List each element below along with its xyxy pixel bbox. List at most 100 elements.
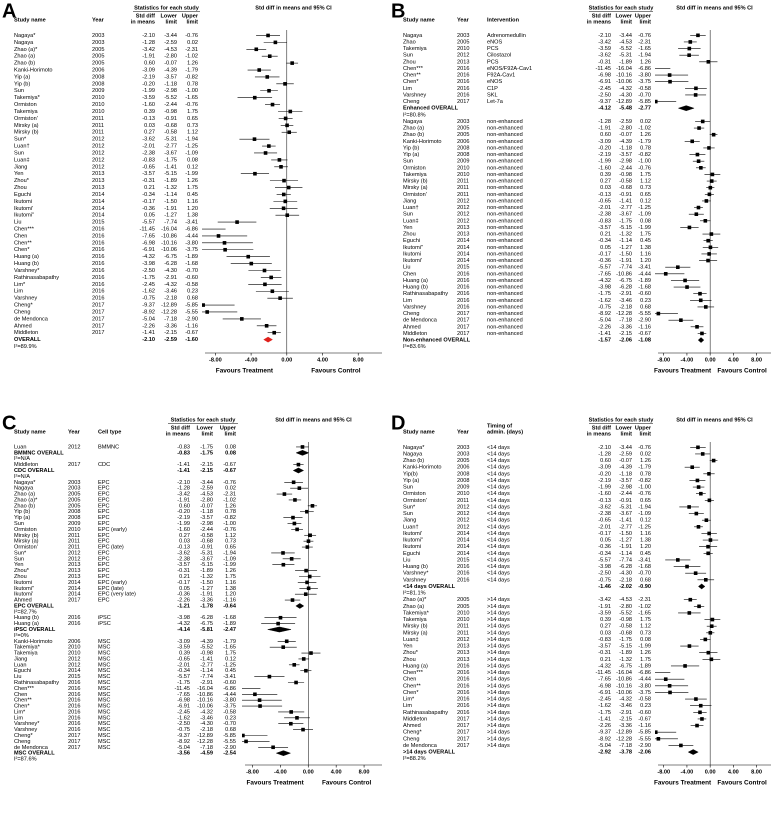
effect-square (281, 192, 286, 197)
moderator: non-enhanced (487, 238, 523, 244)
stat: 1.38 (187, 213, 198, 219)
study-name: Luan‡ (14, 157, 30, 163)
year: 2016 (457, 564, 469, 570)
stat: -3.41 (185, 220, 198, 226)
summary-diamond (267, 626, 292, 633)
stat: -5.55 (185, 309, 198, 315)
effect-square (694, 511, 699, 516)
stat: 1.16 (225, 580, 236, 586)
moderator: MSC (98, 686, 110, 692)
stat: -2.44 (164, 102, 177, 108)
year: 2017 (92, 316, 104, 322)
stat: -0.76 (223, 527, 236, 533)
effect-square (711, 458, 716, 463)
stat: -10.86 (197, 692, 213, 698)
summary-diamond (698, 583, 706, 590)
moderator: MSC (98, 715, 110, 721)
stat: -0.91 (200, 545, 213, 551)
effect-square (240, 317, 244, 321)
year: 2014 (457, 245, 469, 251)
stat: -2.02 (619, 584, 632, 590)
stat: -0.83 (142, 157, 155, 163)
stat: -1.99 (638, 644, 651, 650)
study-name: Sun (14, 150, 24, 156)
header: Lower (161, 13, 178, 19)
moderator: MSC (98, 739, 110, 745)
stat: -3.09 (142, 68, 155, 74)
stat: -0.31 (177, 568, 190, 574)
moderator: non-enhanced (487, 232, 523, 238)
moderator: non-enhanced (487, 271, 523, 277)
stat: -3.42 (177, 492, 190, 498)
effect-square (264, 324, 269, 328)
stat: 1.16 (187, 199, 198, 205)
stat: -2.77 (164, 144, 177, 150)
study-name: Ikutomi'' (403, 538, 423, 544)
moderator: non-enhanced (487, 152, 523, 158)
x-tick-label: 0.00 (281, 357, 292, 363)
year: 2010 (457, 165, 469, 171)
study-name: Varshney (403, 577, 426, 583)
stat: -11.45 (596, 670, 611, 676)
stat: 0.73 (225, 539, 236, 545)
stat: -1.25 (638, 524, 651, 530)
effect-square (706, 60, 711, 64)
stat: -2.59 (164, 337, 177, 343)
effect-square (690, 139, 695, 144)
study-name: Mirsky (b) (403, 179, 428, 185)
stat: -6.28 (164, 261, 177, 267)
header: admin. (days) (487, 429, 523, 435)
stat: -2.15 (200, 462, 213, 468)
stat: 0.39 (600, 617, 611, 623)
year: 2015 (92, 220, 104, 226)
stat: -7.65 (598, 677, 611, 683)
effect-square (685, 285, 689, 289)
study-name: de Mendonca (14, 745, 49, 751)
year: 2016 (457, 271, 469, 277)
effect-square (687, 46, 692, 51)
effect-square (707, 192, 712, 197)
study-name: Zhou (14, 185, 27, 191)
year: 2012 (457, 511, 469, 517)
heterogeneity: I²=0% (14, 633, 29, 639)
moderator: <14 days (487, 577, 510, 583)
stat: -12.28 (161, 309, 177, 315)
stat: -2.98 (164, 88, 177, 94)
stat: -3.98 (598, 285, 611, 291)
stat: -3.56 (177, 751, 190, 757)
stat: -0.36 (598, 258, 611, 264)
stat: -0.58 (185, 282, 198, 288)
year: 2017 (68, 733, 80, 739)
effect-square (278, 615, 283, 620)
effect-square (656, 311, 661, 316)
year: 2017 (457, 743, 469, 749)
stat: -1.41 (200, 656, 213, 662)
moderator: EPC (late) (98, 586, 124, 592)
effect-square (295, 527, 299, 532)
effect-square (202, 303, 205, 307)
effect-square (223, 247, 227, 252)
moderator: SKL (487, 92, 498, 98)
stat: -0.82 (223, 515, 236, 521)
year: 2008 (68, 515, 80, 521)
moderator: <14 days (487, 531, 510, 537)
effect-square (282, 178, 286, 183)
stat: 0.68 (640, 577, 651, 583)
stat: -0.58 (164, 130, 177, 136)
year: 2017 (457, 311, 469, 317)
stat: 0.02 (640, 119, 651, 125)
effect-square (698, 298, 703, 303)
heterogeneity: I²=N/A (14, 456, 30, 462)
stat: -0.60 (638, 291, 651, 297)
stat: -1.75 (619, 637, 632, 643)
panel-letter: A (2, 0, 16, 22)
moderator: eNOS/F92A-Cav1 (487, 66, 532, 72)
year: 2017 (68, 462, 80, 468)
stat: 1.75 (640, 617, 651, 623)
study-name: Lim (403, 703, 412, 709)
year: 2016 (457, 278, 469, 284)
stat: -0.65 (177, 656, 190, 662)
stat: -0.13 (598, 498, 611, 504)
stat: -1.62 (177, 715, 190, 721)
